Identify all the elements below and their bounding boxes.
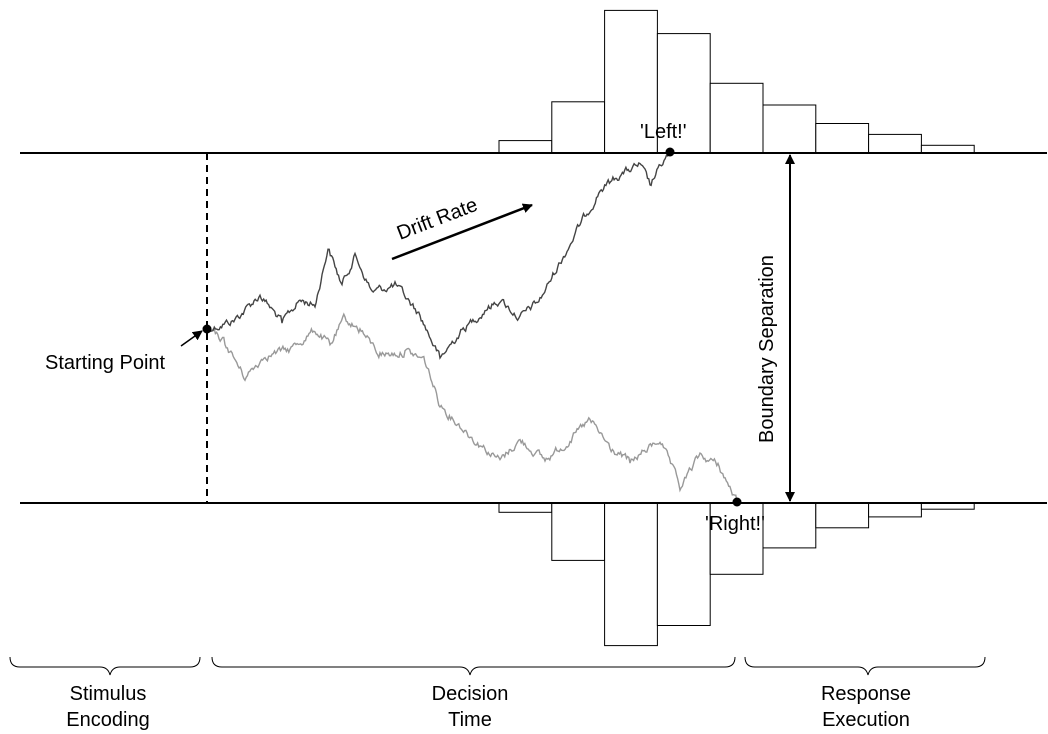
phase-decision-line1: Decision xyxy=(432,683,509,705)
lower-histogram-bar xyxy=(815,502,870,529)
lower-histogram-bar xyxy=(604,502,658,647)
phase-response-line1: Response xyxy=(821,683,911,705)
drift-rate-label: Drift Rate xyxy=(394,194,481,245)
upper-histogram-bar xyxy=(868,133,922,154)
upper-rt-histogram xyxy=(498,9,975,154)
left-response-label: 'Left!' xyxy=(640,121,687,143)
lower-histogram-bar xyxy=(868,502,922,518)
phase-response-line2: Execution xyxy=(822,709,910,731)
lower-histogram-bar xyxy=(551,502,606,561)
phase-decision-line2: Time xyxy=(448,709,492,731)
lower-histogram-bar xyxy=(498,502,553,513)
drift-rate-arrow xyxy=(391,203,533,261)
lower-histogram-bar xyxy=(762,502,817,549)
upper-histogram-bar xyxy=(656,33,711,154)
left-response-dot xyxy=(665,147,675,157)
right-response-dot xyxy=(732,497,742,507)
upper-histogram-bar xyxy=(498,140,553,154)
lower-histogram-bar xyxy=(656,502,711,626)
phase-stimulus-line2: Encoding xyxy=(66,709,149,731)
starting-point-dot xyxy=(202,324,212,334)
upper-decision-path xyxy=(206,149,671,360)
lower-decision-path xyxy=(206,312,738,503)
upper-histogram-bar xyxy=(815,123,870,154)
upper-histogram-bar xyxy=(920,144,975,154)
upper-histogram-bar xyxy=(709,82,764,154)
lower-histogram-bar xyxy=(709,502,764,575)
stimulus-encoding-brace xyxy=(9,656,201,676)
starting-point-label: Starting Point xyxy=(45,352,166,374)
boundary-separation-label: Boundary Separation xyxy=(756,255,778,443)
starting-point-arrow xyxy=(180,330,203,347)
right-response-label: 'Right!' xyxy=(705,513,765,535)
phase-stimulus-line1: Stimulus xyxy=(70,683,147,705)
upper-histogram-bar xyxy=(551,101,606,154)
response-execution-brace xyxy=(744,656,986,676)
decision-time-brace xyxy=(211,656,736,676)
upper-histogram-bar xyxy=(604,9,658,154)
upper-histogram-bar xyxy=(762,104,817,154)
